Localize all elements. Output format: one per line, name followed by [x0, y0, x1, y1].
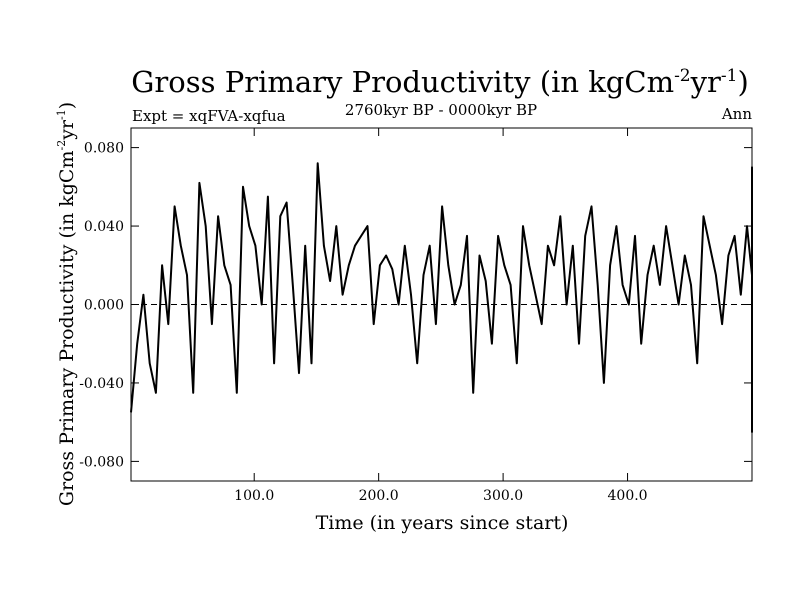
- y-tick-label: -0.080: [79, 454, 124, 470]
- y-tick-label: 0.080: [84, 141, 124, 157]
- y-tick-label: 0.040: [84, 219, 124, 235]
- x-axis-label: Time (in years since start): [316, 512, 569, 534]
- x-tick-label: 400.0: [608, 488, 648, 504]
- series-line: [130, 162, 753, 433]
- experiment-label: Expt = xqFVA-xqfua: [132, 107, 286, 125]
- y-tick-label: -0.040: [79, 376, 124, 392]
- x-axis: 100.0 200.0 300.0 400.0: [234, 128, 648, 504]
- period-label: 2760kyr BP - 0000kyr BP: [345, 101, 537, 119]
- x-tick-label: 300.0: [483, 488, 523, 504]
- season-label: Ann: [721, 105, 752, 123]
- x-tick-label: 100.0: [234, 488, 274, 504]
- y-axis-label: Gross Primary Productivity (in kgCm-2yr-…: [55, 102, 78, 506]
- y-axis: 0.080 0.040 0.000 -0.040 -0.080: [79, 141, 752, 470]
- x-tick-label: 200.0: [359, 488, 399, 504]
- chart-title: Gross Primary Productivity (in kgCm-2yr-…: [131, 65, 749, 99]
- y-tick-label: 0.000: [84, 298, 124, 314]
